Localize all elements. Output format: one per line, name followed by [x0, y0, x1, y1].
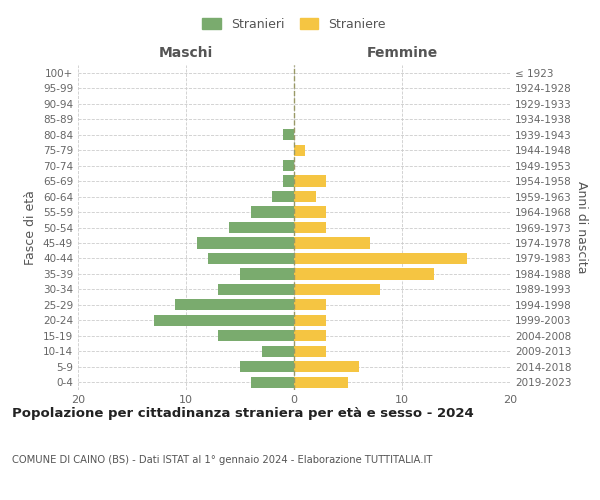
Text: Femmine: Femmine — [367, 46, 437, 60]
Bar — [154, 315, 294, 326]
Y-axis label: Anni di nascita: Anni di nascita — [575, 181, 588, 274]
Bar — [294, 268, 434, 280]
Bar — [240, 361, 294, 372]
Bar — [229, 222, 294, 233]
Bar — [283, 129, 294, 140]
Bar — [294, 238, 370, 248]
Bar — [294, 300, 326, 310]
Bar — [240, 268, 294, 280]
Bar — [294, 376, 348, 388]
Bar — [218, 284, 294, 295]
Bar — [294, 346, 326, 357]
Legend: Stranieri, Straniere: Stranieri, Straniere — [196, 11, 392, 37]
Bar — [294, 206, 326, 218]
Bar — [251, 206, 294, 218]
Text: Popolazione per cittadinanza straniera per età e sesso - 2024: Popolazione per cittadinanza straniera p… — [12, 408, 474, 420]
Bar — [294, 284, 380, 295]
Bar — [208, 253, 294, 264]
Bar — [283, 176, 294, 186]
Bar — [262, 346, 294, 357]
Bar — [175, 300, 294, 310]
Bar — [294, 330, 326, 342]
Y-axis label: Fasce di età: Fasce di età — [25, 190, 37, 265]
Bar — [218, 330, 294, 342]
Text: COMUNE DI CAINO (BS) - Dati ISTAT al 1° gennaio 2024 - Elaborazione TUTTITALIA.I: COMUNE DI CAINO (BS) - Dati ISTAT al 1° … — [12, 455, 433, 465]
Text: Maschi: Maschi — [159, 46, 213, 60]
Bar — [294, 144, 305, 156]
Bar — [294, 361, 359, 372]
Bar — [294, 191, 316, 202]
Bar — [197, 238, 294, 248]
Bar — [283, 160, 294, 171]
Bar — [294, 253, 467, 264]
Bar — [251, 376, 294, 388]
Bar — [294, 176, 326, 186]
Bar — [294, 315, 326, 326]
Bar — [294, 222, 326, 233]
Bar — [272, 191, 294, 202]
